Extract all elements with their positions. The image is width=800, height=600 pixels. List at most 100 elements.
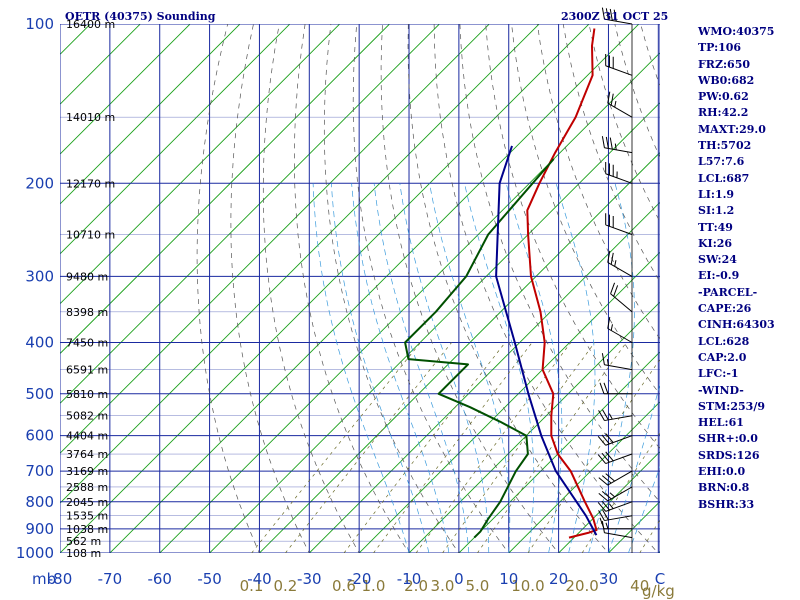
pressure-tick-label: 400 <box>25 334 54 352</box>
wind-barb-flag <box>605 162 607 174</box>
dry-adiabat <box>537 24 660 340</box>
height-label: 12170 m <box>66 177 115 190</box>
wind-barb-staff <box>605 65 633 76</box>
isotherm-line <box>60 24 391 355</box>
mixing-ratio-label: 40 <box>630 577 649 595</box>
pressure-tick-label: 800 <box>25 493 54 511</box>
isotherm-line <box>60 24 441 405</box>
stability-index-item: TP:106 <box>698 41 742 55</box>
wind-barb-staff <box>605 173 633 184</box>
stability-index-item: LFC:-1 <box>698 367 739 381</box>
pressure-tick-label: 100 <box>25 15 54 33</box>
x-axis-unit-label: C <box>655 570 665 588</box>
height-label: 9480 m <box>66 270 108 283</box>
wind-barb-staff <box>607 261 633 277</box>
wind-barb-flag <box>613 285 619 297</box>
isotherm-line <box>60 24 490 454</box>
wind-barb-staff <box>604 415 633 422</box>
wind-barb-half-flag <box>616 171 618 178</box>
moist-adiabat <box>351 183 450 553</box>
isotherm-line <box>408 301 660 553</box>
height-label: 10710 m <box>66 229 115 242</box>
wind-barb-half-flag <box>614 100 617 108</box>
dry-adiabat <box>262 24 360 553</box>
wind-barb <box>607 91 633 118</box>
wind-barb <box>605 54 633 76</box>
wind-barb-half-flag <box>605 522 609 529</box>
height-label: 6591 m <box>66 364 108 377</box>
stability-index-item: TH:5702 <box>698 139 752 153</box>
wind-barb-flag <box>601 490 612 500</box>
height-label: 5082 m <box>66 410 108 423</box>
moist-adiabat <box>373 183 470 553</box>
stability-index-item: SW:24 <box>698 253 737 267</box>
wind-barb <box>598 409 633 422</box>
stability-index-item: CINH:64303 <box>698 318 775 332</box>
wind-barb <box>598 509 633 522</box>
moist-adiabat <box>331 183 430 553</box>
wind-barb <box>598 486 633 502</box>
mixing-ratio-line <box>285 342 452 553</box>
wind-barb <box>607 250 633 277</box>
stability-index-item: SRDS:126 <box>698 448 760 462</box>
mixing-ratio-line <box>639 519 660 553</box>
moist-adiabat <box>464 183 535 553</box>
wind-barb-half-flag <box>614 143 617 150</box>
isotherm-line <box>208 101 660 553</box>
isotherm-line <box>60 24 540 504</box>
isotherm-line <box>60 24 241 205</box>
moist-adiabat <box>429 183 511 553</box>
temperature-tick-label: -70 <box>98 570 123 588</box>
mixing-ratio-line <box>442 342 595 553</box>
stability-index-item: SHR+:0.0 <box>698 432 758 446</box>
mixing-axis-unit-label: g/kg <box>642 582 675 600</box>
pressure-tick-label: 200 <box>25 174 54 192</box>
wind-barb-flag <box>601 475 612 484</box>
wind-barb-half-flag <box>610 324 613 331</box>
wind-barb-flag <box>605 473 616 482</box>
wind-barb-flag <box>599 517 605 529</box>
dry-adiabat <box>511 24 660 396</box>
wind-barb <box>610 282 633 313</box>
temperature-tick-label: 10 <box>499 570 518 588</box>
wind-barb-flag <box>607 250 611 263</box>
wind-barb-column <box>597 7 633 553</box>
stability-index-item: CAP:2.0 <box>698 350 747 364</box>
wind-barb <box>605 213 633 235</box>
wind-barb <box>601 353 633 371</box>
height-label: 8398 m <box>66 306 108 319</box>
wind-barb-flag <box>605 433 614 443</box>
isotherm-line <box>60 24 291 255</box>
dry-adiabat <box>352 24 510 553</box>
height-label: 2588 m <box>66 481 108 494</box>
pressure-tick-label: 300 <box>25 267 54 285</box>
mixing-ratio-label: 1.0 <box>362 577 386 595</box>
wind-barb-flag <box>610 252 614 265</box>
wind-barb-flag <box>610 93 614 106</box>
wind-barb <box>597 451 633 465</box>
wind-barb-half-flag <box>614 260 617 267</box>
pressure-tick-label: 600 <box>25 427 54 445</box>
wind-barb-staff <box>604 532 633 539</box>
moist-adiabat <box>608 382 660 553</box>
stability-index-item: FRZ:650 <box>698 57 751 71</box>
isotherm-grid <box>60 24 660 553</box>
isotherm-line <box>358 251 660 553</box>
wind-barb <box>597 500 633 512</box>
wind-barb-flag <box>601 7 605 20</box>
wind-barb-flag <box>608 214 610 227</box>
dry-adiabat <box>485 24 660 450</box>
isotherm-line <box>258 151 660 553</box>
isotherm-line <box>109 24 640 553</box>
temperature-tick-label: 20 <box>549 570 568 588</box>
stability-index-item: MAXT:29.0 <box>698 122 766 136</box>
dry-adiabat <box>433 24 659 553</box>
stability-index-item: LCL:628 <box>698 334 750 348</box>
moist-adiabat <box>312 183 410 553</box>
wind-barb-flag <box>612 56 614 69</box>
wind-barb-flag <box>597 454 607 464</box>
stability-index-item: STM:253/9 <box>698 399 765 413</box>
wind-barb-flag <box>597 435 607 446</box>
isotherm-line <box>159 52 660 553</box>
